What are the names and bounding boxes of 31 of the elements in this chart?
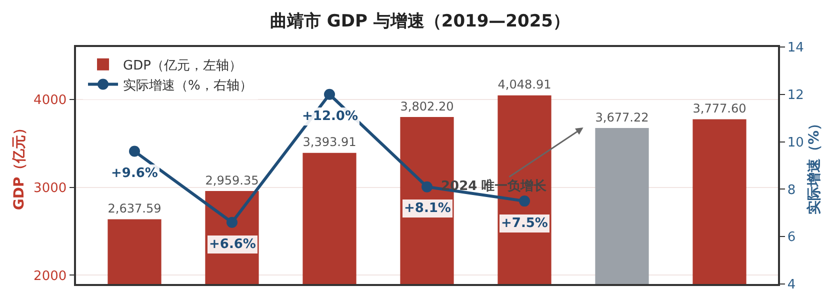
y2-tick-label: 4 [787,278,796,293]
data-label: +9.6% [111,166,158,181]
chart-title: 曲靖市 GDP 与增速（2019—2025） [270,12,570,32]
y2-tick-label: 10 [787,135,804,150]
data-label: +6.6% [209,237,256,252]
data-label: +8.1% [404,201,451,216]
y2-tick-label: 14 [787,40,804,56]
y2-tick-label: 8 [787,182,796,198]
point [422,181,432,192]
data-label: +7.5% [501,216,548,231]
point [324,88,335,100]
y2-axis-title: 实际增速（%） [806,116,823,215]
point [226,216,238,228]
y-tick-label: 2000 [34,268,67,284]
point [129,146,140,157]
data-label: 3,802.20 [400,99,454,114]
y-axis-title: GDP（亿元） [12,120,28,210]
legend-label: 实际增速（%，右轴） [123,78,252,94]
data-label: +12.0% [302,109,358,124]
point [519,196,530,207]
y-tick-label: 3000 [34,180,67,196]
legend-label: GDP（亿元，左轴） [123,58,242,74]
data-label: 2,637.59 [108,202,162,216]
data-label: 4,048.91 [498,78,552,92]
data-label: 3,677.22 [595,110,649,124]
data-label: 3,393.91 [302,135,356,150]
y-tick-label: 4000 [34,93,67,108]
data-label: 2,959.35 [205,173,259,188]
y2-tick-label: 6 [787,230,796,246]
data-label: 3,777.60 [692,101,746,116]
y2-tick-label: 12 [787,88,804,103]
